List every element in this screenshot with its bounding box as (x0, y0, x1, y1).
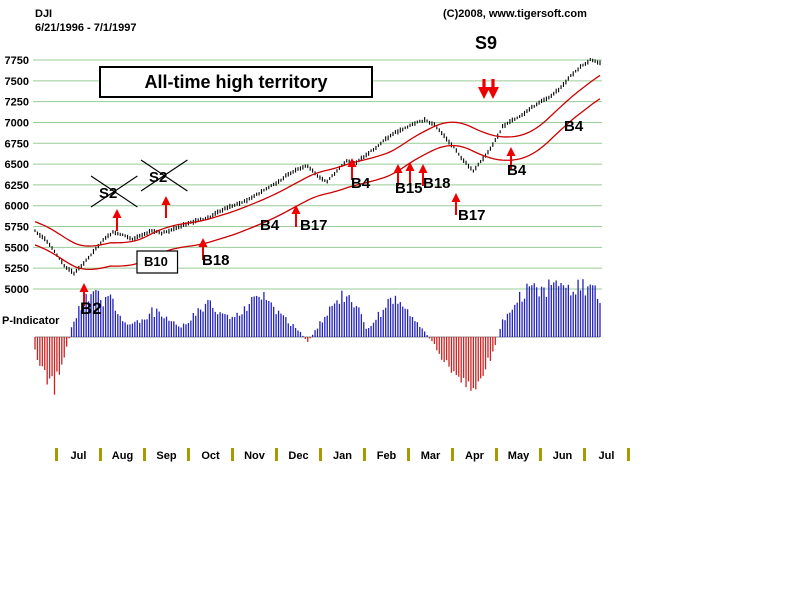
month-tick (319, 448, 322, 461)
month-tick (187, 448, 190, 461)
annotation-label: B17 (458, 207, 486, 224)
signal-arrowhead (506, 147, 516, 156)
signal-arrowhead (393, 164, 403, 173)
month-tick (55, 448, 58, 461)
signal-arrowhead (112, 209, 122, 218)
date-range-label: 6/21/1996 - 7/1/1997 (35, 22, 137, 34)
y-axis-label: 7750 (5, 55, 29, 67)
month-label: Jun (553, 450, 573, 462)
month-label: Sep (156, 450, 176, 462)
month-label: Nov (244, 450, 266, 462)
signal-arrowhead (291, 205, 301, 214)
month-label: Jan (333, 450, 352, 462)
all-time-high-banner: All-time high territory (99, 66, 373, 98)
annotation-label: B4 (260, 217, 280, 234)
month-label: Jul (599, 450, 615, 462)
y-axis-label: 7250 (5, 97, 29, 109)
month-label: Aug (112, 450, 133, 462)
month-label: Oct (201, 450, 220, 462)
annotation-label: B18 (202, 252, 230, 269)
annotation-label: B4 (507, 162, 527, 179)
signal-arrowhead (405, 162, 415, 171)
y-axis-label: 7500 (5, 76, 29, 88)
signal-arrowhead (347, 158, 357, 167)
upper-band-line (34, 74, 601, 247)
month-tick (407, 448, 410, 461)
y-axis-label: 5000 (5, 284, 29, 296)
month-tick (627, 448, 630, 461)
signal-arrowhead (79, 283, 89, 292)
month-label: Dec (288, 450, 308, 462)
annotation-label: S2 (99, 185, 117, 202)
y-axis-label: 5750 (5, 222, 29, 234)
y-axis-label: 7000 (5, 117, 29, 129)
month-label: Mar (421, 450, 441, 462)
y-axis-label: 5250 (5, 263, 29, 275)
y-axis-label: 6500 (5, 159, 29, 171)
month-tick (275, 448, 278, 461)
y-axis-label: 6750 (5, 138, 29, 150)
month-tick (143, 448, 146, 461)
month-tick (363, 448, 366, 461)
annotation-label: S2 (149, 169, 167, 186)
p-indicator-bars (34, 279, 601, 395)
month-label: Feb (377, 450, 397, 462)
annotation-label: B2 (80, 299, 102, 318)
y-axis-label: 6250 (5, 180, 29, 192)
month-label: May (508, 450, 530, 462)
strike-line (140, 159, 188, 192)
month-tick (583, 448, 586, 461)
strike-line (90, 175, 138, 208)
signal-arrowhead (451, 193, 461, 202)
symbol-label: DJI (35, 8, 53, 20)
lower-band-line (34, 98, 601, 271)
annotation-label: B10 (144, 254, 168, 269)
month-tick (451, 448, 454, 461)
signal-arrowhead (161, 196, 171, 205)
annotation-label: B15 (395, 180, 423, 197)
annotation-label: B4 (564, 118, 584, 135)
y-axis-label: 5500 (5, 242, 29, 254)
month-axis: Jul Aug Sep Oct Nov Dec Jan Feb Mar Apr May Jun Jul (55, 448, 630, 462)
month-tick (99, 448, 102, 461)
y-axis-label: 6000 (5, 201, 29, 213)
signal-arrowhead (418, 164, 428, 173)
p-indicator-label: P-Indicator (2, 315, 60, 327)
month-tick (231, 448, 234, 461)
month-label: Apr (465, 450, 485, 462)
annotation-label: S9 (475, 33, 497, 53)
gridlines: 7750 7500 7250 7000 6750 6500 6250 6000 5750 5500… (5, 55, 602, 296)
signal-arrowhead (198, 238, 208, 247)
month-label: Jul (71, 450, 87, 462)
signal-arrowhead (478, 87, 490, 99)
month-tick (539, 448, 542, 461)
annotation-box (136, 250, 179, 274)
annotation-label: B4 (351, 175, 371, 192)
copyright-label: (C)2008, www.tigersoft.com (443, 8, 587, 20)
month-tick (495, 448, 498, 461)
signal-arrows (79, 79, 516, 306)
signal-arrowhead (487, 87, 499, 99)
annotation-label: B17 (300, 217, 328, 234)
price-bars (34, 57, 601, 276)
annotation-label: B18 (423, 175, 451, 192)
